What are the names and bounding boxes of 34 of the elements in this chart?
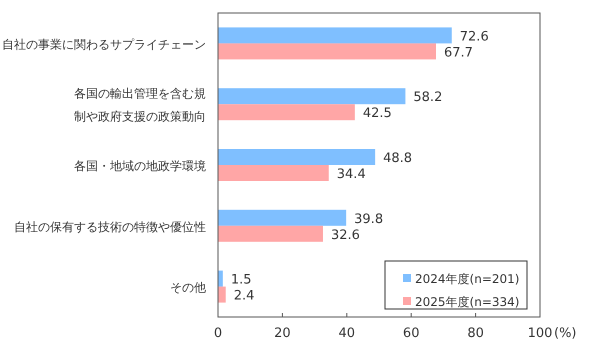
y-tick-label: 自社の事業に関わるサプライチェーン xyxy=(2,37,206,52)
data-label: 2.4 xyxy=(234,288,254,304)
bar xyxy=(218,210,346,226)
bar xyxy=(218,286,226,303)
legend-label: 2025年度(n=334) xyxy=(415,295,520,309)
legend-label: 2024年度(n=201) xyxy=(415,272,520,286)
y-tick-label: 各国・地域の地政学環境 xyxy=(74,159,206,173)
y-tick-label: 自社の保有する技術の特徴や優位性 xyxy=(14,220,206,234)
bar xyxy=(218,104,355,120)
x-tick-label: 80 xyxy=(467,326,484,341)
x-tick-label: 20 xyxy=(274,326,291,341)
y-tick-label: 各国の輸出管理を含む規制や政府支援の政策動向 xyxy=(74,86,206,124)
data-label: 58.2 xyxy=(413,90,442,106)
bar xyxy=(218,88,406,104)
bar xyxy=(218,149,376,165)
x-tick-label: 60 xyxy=(402,326,420,341)
data-label: 32.6 xyxy=(330,228,360,243)
x-tick-label: 100 xyxy=(528,326,552,341)
bar xyxy=(218,226,323,242)
x-axis-title: (%) xyxy=(554,326,576,341)
x-tick-label: 0 xyxy=(214,326,222,341)
y-tick-label: その他 xyxy=(170,280,206,295)
data-label: 39.8 xyxy=(354,212,384,227)
data-label: 67.7 xyxy=(444,45,473,60)
data-label: 42.5 xyxy=(362,106,392,122)
data-label: 34.4 xyxy=(336,167,366,182)
data-label: 48.8 xyxy=(383,151,412,166)
bar xyxy=(218,43,436,60)
bar xyxy=(218,165,329,181)
data-label: 1.5 xyxy=(230,272,252,288)
x-tick-label: 40 xyxy=(338,326,356,341)
bar xyxy=(218,27,452,44)
bar xyxy=(218,270,223,287)
data-label: 72.6 xyxy=(460,29,489,44)
